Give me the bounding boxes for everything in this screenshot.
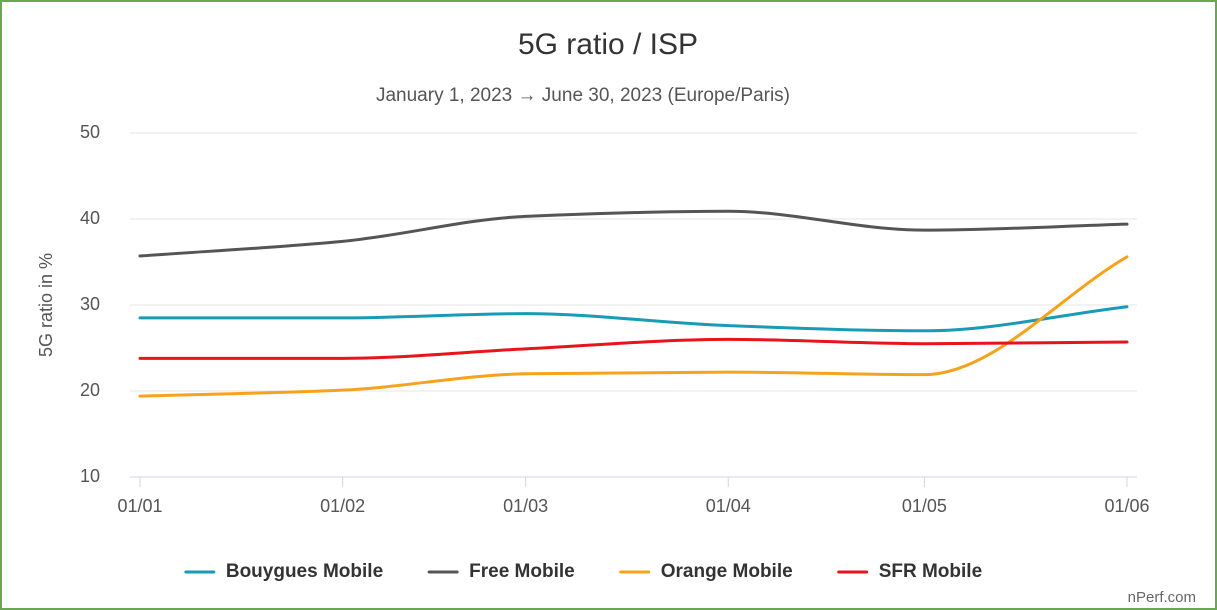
chart-subtitle: January 1, 2023 → June 30, 2023 (Europe/… [376,85,790,106]
credit: nPerf.com [1128,589,1196,606]
x-tick-label: 01/05 [902,496,947,516]
y-tick-label: 20 [80,380,100,400]
y-tick-label: 50 [80,122,100,142]
legend-label: Free Mobile [469,561,575,582]
x-tick-label: 01/04 [706,496,751,516]
series-line [138,209,1129,258]
y-axis-label: 5G ratio in % [36,253,56,357]
x-tick-label: 01/06 [1104,496,1149,516]
y-tick-label: 30 [80,294,100,314]
chart-title: 5G ratio / ISP [518,28,698,61]
legend-label: SFR Mobile [879,561,982,582]
series-line [138,305,1129,333]
y-tick-label: 10 [80,466,100,486]
series-line [138,337,1129,360]
x-tick-label: 01/03 [503,496,548,516]
x-tick-label: 01/02 [320,496,365,516]
series-line [138,255,1129,398]
x-tick-label: 01/01 [117,496,162,516]
legend-label: Bouygues Mobile [226,561,383,582]
y-tick-label: 40 [80,208,100,228]
legend-label: Orange Mobile [661,561,793,582]
